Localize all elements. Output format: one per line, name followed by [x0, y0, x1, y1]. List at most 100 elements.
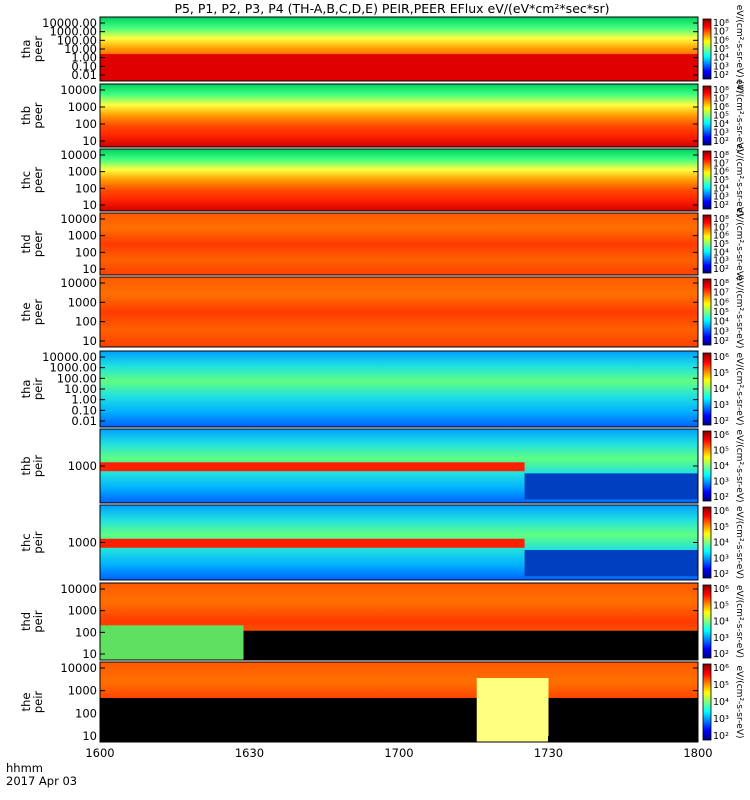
- y-tick-label: 10000: [60, 212, 97, 226]
- x-tick-label: 1630: [235, 746, 264, 760]
- colorbar-label: eV/(cm²-s-sr-eV): [734, 143, 744, 216]
- y-tick-label: 10: [82, 198, 97, 212]
- colorbar-tick-label: 10⁸: [713, 18, 729, 29]
- colorbar-tick-label: 10⁶: [713, 102, 729, 113]
- y-tick-label: 1000: [68, 536, 97, 550]
- colorbar: [702, 214, 712, 274]
- y-tick-label: 10000: [60, 276, 97, 290]
- colorbar-tick-label: 10²: [713, 492, 729, 503]
- colorbar-tick-label: 10³: [713, 633, 729, 644]
- colorbar-label: eV/(cm²-s-sr-eV) (4): [734, 5, 744, 94]
- panel-probe-label: thb: [19, 456, 33, 475]
- colorbar-tick-label: 10²: [713, 569, 729, 580]
- colorbar-tick-label: 10⁴: [713, 538, 729, 549]
- panel-band: [524, 473, 698, 500]
- panel-band: [100, 625, 244, 660]
- colorbar-tick-label: 10³: [713, 128, 729, 139]
- y-tick-label: 1000: [68, 229, 97, 243]
- panel-spectrum: [100, 84, 698, 147]
- y-tick-label: 100.00: [57, 33, 97, 47]
- colorbar-tick-label: 10⁵: [713, 680, 729, 691]
- panel-instrument-label: peir: [31, 531, 45, 554]
- y-tick-label: 10: [82, 647, 97, 661]
- colorbar-tick-label: 10²: [713, 200, 729, 211]
- colorbar-tick-label: 10⁸: [713, 278, 729, 289]
- colorbar-tick-label: 10³: [713, 61, 729, 72]
- panel-probe-label: tha: [19, 40, 33, 59]
- panel-band: [100, 54, 698, 81]
- panel-instrument-label: peir: [31, 610, 45, 633]
- panel-spectrum: [100, 277, 698, 347]
- colorbar-tick-label: 10⁶: [713, 35, 729, 46]
- y-tick-label: 0.01: [71, 68, 97, 82]
- panel-probe-label: tha: [19, 380, 33, 399]
- panel-probe-label: thc: [19, 533, 33, 551]
- colorbar-tick-label: 10⁷: [713, 288, 729, 299]
- colorbar-tick-label: 10³: [713, 714, 729, 725]
- colorbar: [702, 85, 712, 146]
- colorbar-tick-label: 10⁶: [713, 506, 729, 517]
- panel-band: [100, 462, 525, 472]
- panel-instrument-label: peer: [31, 231, 45, 257]
- colorbar-label: eV/(cm²-s-sr-eV): [734, 275, 744, 348]
- y-tick-label: 10: [82, 262, 97, 276]
- colorbar: [702, 663, 712, 741]
- colorbar-tick-label: 10²: [713, 731, 729, 742]
- x-tick-label: 1700: [384, 746, 413, 760]
- colorbar: [702, 18, 712, 80]
- x-axis-label-date: 2017 Apr 03: [6, 774, 77, 788]
- y-tick-label: 100: [75, 706, 97, 720]
- colorbar-tick-label: 10⁶: [713, 167, 729, 178]
- panel-frame: [99, 276, 699, 348]
- colorbar-tick-label: 10³: [713, 400, 729, 411]
- panel-instrument-label: peer: [31, 167, 45, 193]
- y-tick-label: 1000: [68, 100, 97, 114]
- colorbar-tick-label: 10⁵: [713, 600, 729, 611]
- colorbar-tick-label: 10⁴: [713, 317, 729, 328]
- y-tick-label: 10.00: [64, 42, 97, 56]
- y-tick-label: 1000.00: [49, 361, 97, 375]
- y-tick-label: 10000: [60, 83, 97, 97]
- colorbar-tick-label: 10²: [713, 416, 729, 427]
- colorbar-tick-label: 10⁴: [713, 384, 729, 395]
- colorbar-tick-label: 10⁴: [713, 617, 729, 628]
- colorbar-tick-label: 10²: [713, 264, 729, 275]
- panel-spectrum: [100, 149, 698, 211]
- colorbar-tick-label: 10⁵: [713, 446, 729, 457]
- x-tick-label: 1600: [85, 746, 114, 760]
- panel-probe-label: thc: [19, 171, 33, 189]
- y-tick-label: 10000: [60, 148, 97, 162]
- colorbar-tick-label: 10⁵: [713, 522, 729, 533]
- panel-spectrum: [100, 351, 698, 427]
- panel-instrument-label: peer: [31, 299, 45, 325]
- y-tick-label: 10: [82, 134, 97, 148]
- colorbar-label: eV/(cm²-s-sr-eV): [734, 506, 744, 579]
- panel-band: [476, 678, 549, 742]
- colorbar-tick-label: 10⁸: [713, 85, 729, 96]
- colorbar-tick-label: 10⁷: [713, 94, 729, 105]
- panel-frame: [99, 212, 699, 276]
- chart-title: P5, P1, P2, P3, P4 (TH-A,B,C,D,E) PEIR,P…: [174, 1, 609, 16]
- panel-probe-label: thd: [19, 612, 33, 631]
- y-tick-label: 10000: [60, 661, 97, 675]
- y-tick-label: 100: [75, 315, 97, 329]
- y-tick-label: 10000.00: [42, 16, 97, 30]
- y-tick-label: 0.10: [71, 403, 97, 417]
- panel-frame: [99, 83, 699, 148]
- colorbar-tick-label: 10³: [713, 553, 729, 564]
- colorbar-label: eV/(cm²-s-sr-eV): [734, 429, 744, 502]
- y-tick-label: 0.01: [71, 414, 97, 428]
- panel-probe-label: the: [19, 693, 33, 712]
- y-tick-label: 0.10: [71, 59, 97, 73]
- colorbar-tick-label: 10⁵: [713, 307, 729, 318]
- colorbar-tick-label: 10⁶: [713, 231, 729, 242]
- y-tick-label: 10: [82, 729, 97, 743]
- colorbar-tick-label: 10⁵: [713, 239, 729, 250]
